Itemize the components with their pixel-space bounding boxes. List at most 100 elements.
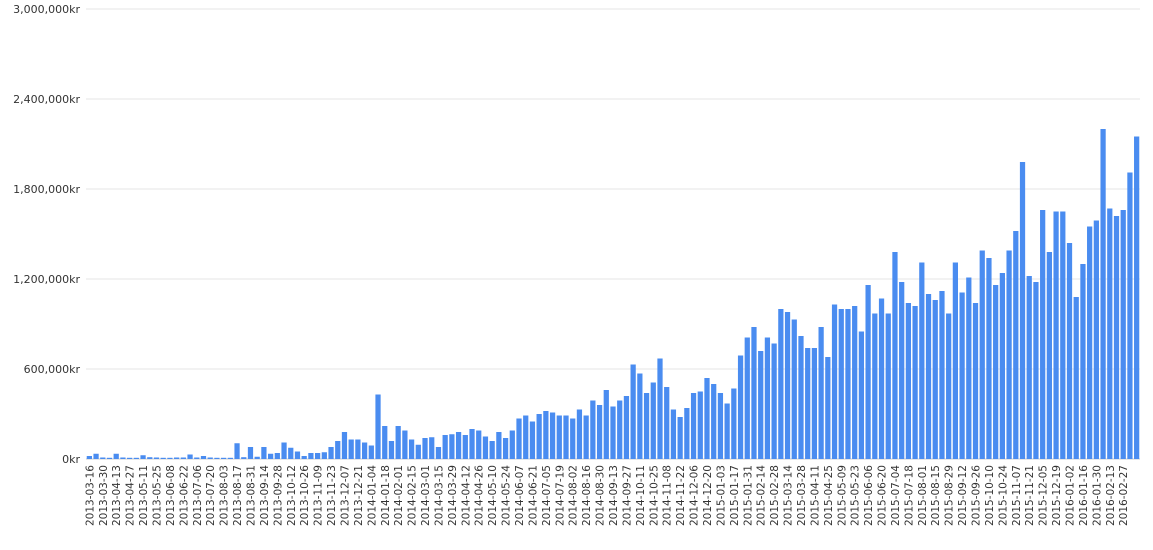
bar	[878, 298, 885, 459]
bar	[979, 250, 985, 459]
bar	[133, 457, 139, 459]
bar	[435, 447, 442, 459]
x-tick-label: 2013-04-27	[125, 465, 137, 526]
bar	[966, 277, 972, 459]
x-tick-label: 2015-12-05	[1038, 465, 1050, 526]
x-tick-label: 2014-04-26	[474, 465, 486, 526]
bar	[489, 441, 495, 459]
bar	[341, 432, 348, 459]
bar	[811, 348, 818, 459]
x-tick-label: 2014-03-15	[433, 465, 445, 526]
bar	[382, 426, 388, 459]
x-tick-label: 2014-06-07	[514, 465, 526, 526]
bar	[677, 417, 683, 459]
bar	[536, 414, 542, 459]
bar	[106, 457, 113, 459]
x-tick-label: 2015-11-07	[1011, 465, 1023, 526]
bar	[516, 418, 522, 459]
bar	[717, 393, 724, 459]
bar	[476, 430, 482, 459]
x-tick-label: 2015-06-06	[863, 465, 875, 526]
bar	[838, 309, 844, 459]
x-tick-label: 2014-05-10	[487, 465, 499, 526]
x-tick-label: 2013-12-21	[353, 465, 365, 526]
bar	[603, 390, 609, 459]
bar	[872, 313, 878, 459]
bar	[791, 319, 797, 459]
bar	[1026, 276, 1032, 459]
x-tick-label: 2016-01-16	[1078, 465, 1090, 526]
x-tick-label: 2014-02-01	[393, 465, 405, 526]
bar	[549, 412, 556, 459]
bar	[892, 252, 898, 459]
bar	[153, 457, 160, 459]
x-tick-label: 2015-01-17	[729, 465, 741, 526]
bar	[462, 435, 468, 459]
x-tick-label: 2015-04-11	[809, 465, 821, 526]
bar	[1073, 297, 1079, 459]
bar	[214, 457, 220, 459]
bar	[1013, 231, 1019, 459]
x-tick-label: 2013-08-17	[232, 465, 244, 526]
x-tick-label: 2015-04-25	[823, 465, 835, 526]
bar	[690, 393, 697, 459]
bar	[234, 443, 240, 459]
bar	[670, 409, 677, 459]
bar	[314, 453, 321, 459]
x-tick-label: 2013-03-16	[84, 465, 96, 526]
x-axis-tick-labels: 2013-03-16 2013-03-30 2013-04-13 2013-04-27…	[84, 465, 1130, 526]
bar	[771, 343, 777, 459]
x-tick-label: 2014-09-13	[608, 465, 620, 526]
bar	[617, 400, 623, 459]
y-tick-label: 600,000kr	[24, 363, 81, 376]
y-axis-tick-labels: 0kr 600,000kr 1,200,000kr 1,800,000kr 2,400,…	[13, 3, 80, 466]
x-tick-label: 2015-01-03	[715, 465, 727, 526]
x-tick-label: 2013-09-14	[259, 465, 271, 526]
bar	[408, 439, 415, 459]
bar	[180, 457, 186, 459]
x-tick-label: 2015-02-14	[756, 465, 768, 526]
bar	[764, 337, 771, 459]
x-tick-label: 2015-12-19	[1051, 465, 1063, 526]
bar	[664, 387, 670, 459]
bar	[268, 453, 274, 459]
x-tick-label: 2014-11-22	[675, 465, 687, 526]
bar	[1120, 210, 1126, 459]
bar	[328, 447, 334, 459]
bars	[86, 129, 1140, 459]
bar	[274, 453, 280, 459]
x-tick-label: 2014-08-02	[568, 465, 580, 526]
bar	[1033, 282, 1039, 459]
bar	[509, 430, 515, 459]
bar	[543, 411, 549, 459]
x-tick-label: 2015-08-01	[917, 465, 929, 526]
bar	[576, 409, 583, 459]
bar	[442, 435, 448, 459]
bar	[355, 439, 361, 459]
bar	[610, 406, 616, 459]
bar	[865, 285, 871, 459]
bar	[395, 426, 401, 459]
x-tick-label: 2013-07-06	[192, 465, 204, 526]
x-tick-label: 2015-05-09	[836, 465, 848, 526]
bar	[174, 457, 180, 459]
x-tick-label: 2013-11-09	[313, 465, 325, 526]
bar	[751, 327, 757, 459]
x-tick-label: 2014-11-08	[662, 465, 674, 526]
bar	[556, 415, 562, 459]
bar	[737, 355, 744, 459]
bar	[247, 447, 254, 459]
x-tick-label: 2013-08-31	[245, 465, 257, 526]
bar	[502, 438, 509, 459]
x-tick-label: 2014-10-25	[648, 465, 660, 526]
bar	[711, 384, 717, 459]
bar	[758, 351, 764, 459]
y-tick-label: 1,800,000kr	[13, 183, 80, 196]
x-tick-label: 2015-09-26	[971, 465, 983, 526]
bar	[744, 337, 750, 459]
x-tick-label: 2016-01-30	[1091, 465, 1103, 526]
bar	[905, 303, 912, 459]
x-tick-label: 2016-01-02	[1065, 465, 1077, 526]
x-tick-label: 2014-07-05	[541, 465, 553, 526]
bar	[1006, 250, 1012, 459]
